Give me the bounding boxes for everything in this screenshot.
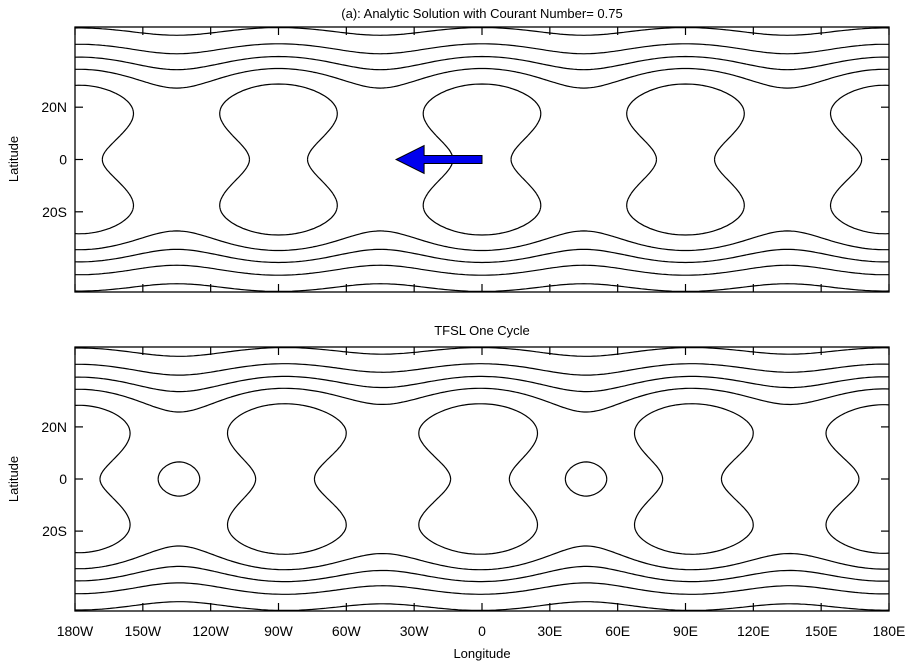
panel-title: TFSL One Cycle	[434, 323, 530, 338]
panel-analytic-solution: (a): Analytic Solution with Courant Numb…	[6, 6, 890, 293]
contour-level-4	[75, 363, 890, 595]
contour-level-5	[74, 27, 890, 292]
axis-ticks	[74, 347, 890, 611]
contour-level-1	[74, 403, 890, 555]
plot-frame	[74, 346, 890, 612]
x-axis-label: Longitude	[453, 646, 510, 661]
x-tick-label: 30E	[537, 623, 562, 639]
tick-labels: 20S 0 20N 180W 150W 120W 90W 60W 30W 0 30E 60E 90E 12…	[41, 419, 905, 639]
y-tick-label: 0	[59, 471, 67, 487]
plot-frame	[74, 26, 890, 293]
panel-title: (a): Analytic Solution with Courant Numb…	[341, 6, 622, 21]
contour-level-4	[75, 43, 889, 276]
x-tick-label: 60W	[332, 623, 362, 639]
x-tick-label: 30W	[400, 623, 430, 639]
contour-level-2	[75, 67, 889, 252]
y-axis-label: Latitude	[6, 456, 21, 502]
contour-level-1	[74, 83, 890, 236]
x-tick-label: 90E	[673, 623, 698, 639]
x-tick-label: 60E	[605, 623, 630, 639]
y-tick-label: 20N	[41, 419, 67, 435]
y-tick-label: 20S	[42, 204, 67, 220]
x-tick-label: 180E	[873, 623, 906, 639]
x-tick-label: 150W	[125, 623, 162, 639]
contour-lines	[74, 347, 890, 611]
contour-level-3	[74, 55, 890, 264]
contour-level-3	[74, 375, 889, 583]
y-tick-label: 20S	[42, 523, 67, 539]
y-tick-label: 0	[59, 152, 67, 168]
x-tick-label: 120W	[192, 623, 229, 639]
x-tick-label: 180W	[57, 623, 94, 639]
y-axis-label: Latitude	[6, 136, 21, 182]
x-tick-label: 120E	[737, 623, 770, 639]
contour-lines	[74, 27, 890, 292]
arrow-shape	[394, 144, 483, 175]
x-tick-label: 90W	[264, 623, 294, 639]
contour-level-5	[75, 347, 890, 611]
y-tick-label: 20N	[41, 99, 67, 115]
wind-arrow	[394, 144, 483, 175]
x-tick-label: 0	[478, 623, 486, 639]
x-tick-label: 150E	[805, 623, 838, 639]
tick-labels: 20S 0 20N	[41, 99, 67, 220]
axis-ticks	[74, 27, 890, 292]
panel-tfsl-one-cycle: TFSL One Cycle Latitude Longitude 20S020…	[6, 323, 905, 661]
contour-level-2	[75, 387, 890, 571]
